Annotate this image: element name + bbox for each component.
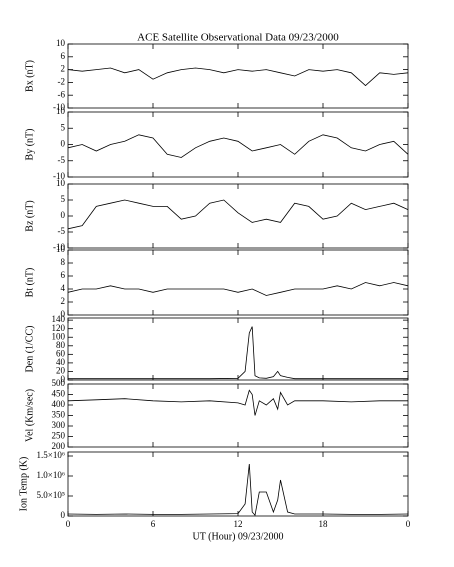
y-tick-label: 0: [61, 510, 66, 520]
data-line: [67, 463, 409, 517]
x-tick-label: 0: [406, 519, 411, 529]
y-tick-label: 120: [52, 323, 66, 333]
y-axis-label: Bz (nT): [24, 200, 35, 231]
y-tick-label: 80: [56, 340, 66, 350]
y-tick-label: -5: [58, 226, 66, 236]
data-line: [67, 199, 409, 230]
y-tick-label: 10: [56, 178, 66, 188]
y-tick-label: -10: [53, 171, 65, 181]
y-tick-label: 10: [56, 38, 66, 48]
y-tick-label: 10: [56, 244, 66, 254]
x-tick-label: 6: [151, 519, 156, 529]
y-axis-label: By (nT): [24, 129, 35, 161]
y-tick-label: 8: [61, 257, 66, 267]
data-line: [67, 67, 409, 87]
y-tick-label: 200: [52, 441, 66, 451]
y-tick-label: -10: [53, 242, 65, 252]
panel-frame: [67, 451, 409, 517]
y-tick-label: 250: [52, 431, 66, 441]
x-axis-label: UT (Hour) 09/23/2000: [193, 531, 284, 542]
y-tick-label: 0: [61, 210, 66, 220]
y-axis-label: Den (1/CC): [24, 326, 35, 373]
y-tick-label: 100: [52, 331, 66, 341]
y-tick-label: 140: [52, 314, 66, 324]
y-tick-label: 1.5×10⁶: [37, 450, 65, 460]
data-line: [67, 282, 409, 296]
y-tick-label: 350: [52, 410, 66, 420]
y-tick-label: 5.0×10⁵: [37, 490, 65, 500]
y-tick-label: 0: [61, 139, 66, 149]
panel-frame: [67, 183, 409, 249]
y-axis-label: Ion Temp (K): [18, 457, 29, 512]
y-tick-label: 2: [61, 64, 66, 74]
y-tick-label: 0: [61, 309, 66, 319]
y-tick-label: -5: [58, 155, 66, 165]
y-tick-label: 60: [56, 348, 66, 358]
y-tick-label: 300: [52, 420, 66, 430]
y-tick-label: -10: [53, 102, 65, 112]
y-axis-label: Bx (nT): [24, 60, 35, 92]
panel-frame: [67, 111, 409, 178]
y-tick-label: 40: [56, 357, 66, 367]
y-tick-label: 2: [61, 296, 66, 306]
data-line: [67, 389, 408, 416]
y-tick-label: 6: [61, 51, 66, 61]
y-tick-label: 500: [52, 378, 66, 388]
y-tick-label: 5: [61, 122, 66, 132]
panel-frame: [67, 317, 409, 381]
y-tick-label: 450: [52, 389, 66, 399]
x-tick-label: 18: [319, 519, 329, 529]
y-tick-label: 4: [61, 283, 66, 293]
y-tick-label: 0: [61, 374, 66, 384]
y-tick-label: 6: [61, 270, 66, 280]
panel-frame: [67, 249, 409, 316]
data-line: [67, 134, 409, 158]
y-tick-label: 400: [52, 399, 66, 409]
y-tick-label: -2: [58, 76, 66, 86]
y-axis-label: Vel (Km/sec): [24, 389, 35, 442]
x-tick-label: 0: [66, 519, 71, 529]
panel-frame: [67, 43, 409, 109]
y-axis-label: Bt (nT): [24, 268, 35, 298]
panel-frame: [67, 383, 409, 448]
y-tick-label: -6: [58, 89, 66, 99]
data-line: [68, 326, 408, 380]
chart-title: ACE Satellite Observational Data 09/23/2…: [137, 32, 339, 44]
y-tick-label: 5: [61, 194, 66, 204]
y-tick-label: 1.0×10⁶: [37, 470, 65, 480]
y-tick-label: 20: [56, 366, 66, 376]
y-tick-label: 10: [56, 106, 66, 116]
x-tick-label: 12: [234, 519, 243, 529]
